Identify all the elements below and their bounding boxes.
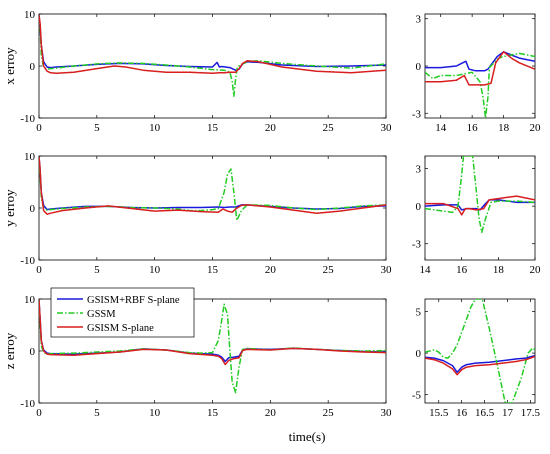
x-tick-label: 25: [323, 264, 335, 276]
x-tick-label: 10: [149, 122, 161, 134]
y-tick-label: -10: [20, 113, 35, 125]
plot-frame: [424, 298, 536, 404]
x-tick-label: 10: [149, 407, 161, 419]
series-group: [39, 14, 386, 97]
y-axis-label: y erroy: [2, 189, 17, 227]
x-tick-label: 20: [530, 122, 542, 134]
x-tick-label: 15.5: [429, 407, 449, 419]
series-line-gsism-s-plane: [39, 14, 386, 75]
series-group: [39, 156, 386, 222]
x-tick-label: 30: [381, 407, 393, 419]
x-tick-label: 20: [530, 264, 542, 276]
y-tick-label: 0: [30, 203, 36, 215]
y-axis-label: x erroy: [2, 47, 17, 85]
series-line-gsism-s-plane: [425, 355, 535, 376]
series-line-gsism-s-plane: [39, 299, 386, 366]
series-group: [425, 51, 535, 118]
x-tick-label: 5: [94, 407, 100, 419]
x-tick-label: 16: [456, 407, 468, 419]
x-tick-label: 20: [265, 264, 277, 276]
y-tick-label: 5: [416, 306, 422, 318]
y-tick-label: 0: [416, 348, 422, 360]
y-tick-label: -5: [412, 390, 422, 402]
series-line-gsism-s-plane: [425, 195, 535, 216]
y-tick-label: -10: [20, 398, 35, 410]
y-tick-label: -3: [412, 239, 422, 251]
y-tick-label: 10: [24, 9, 36, 21]
panel-z_zoom: 15.5 16 16.5 17 17.5 -5 0 5: [412, 298, 541, 419]
y-tick-label: 0: [416, 201, 422, 213]
x-tick-label: 20: [265, 122, 277, 134]
x-tick-label: 16.5: [475, 407, 495, 419]
y-tick-label: -3: [412, 108, 422, 120]
series-line-gsism-s-plane: [425, 51, 535, 86]
plot-frame: [424, 155, 536, 261]
x-tick-label: 10: [149, 264, 161, 276]
x-tick-label: 15: [207, 407, 219, 419]
series-line-gsism-rbf-s-plane: [425, 51, 535, 72]
series-group: [425, 299, 535, 403]
y-tick-label: 3: [416, 164, 422, 176]
x-tick-label: 30: [381, 122, 393, 134]
y-tick-label: -10: [20, 255, 35, 267]
y-tick-label: 0: [30, 61, 36, 73]
x-tick-label: 5: [94, 122, 100, 134]
y-tick-label: 10: [24, 151, 36, 163]
x-tick-label: 0: [36, 407, 42, 419]
x-tick-label: 15: [207, 122, 219, 134]
y-tick-label: 0: [30, 346, 36, 358]
series-line-gsism-s-plane: [39, 156, 386, 215]
x-tick-label: 30: [381, 264, 393, 276]
series-line-gssm: [425, 156, 535, 234]
panel-x_zoom: 14 16 18 20 -3 0 3: [412, 13, 542, 134]
series-group: [425, 156, 535, 234]
x-tick-label: 5: [94, 264, 100, 276]
legend-label-gssm: GSSM: [87, 309, 116, 320]
plot-frame: [424, 13, 536, 119]
series-line-gsism-rbf-s-plane: [425, 354, 535, 373]
x-axis-label: time(s): [289, 429, 326, 444]
legend-label-gsism-s-plane: GSISM S-plane: [87, 323, 154, 334]
series-line-gssm: [425, 52, 535, 118]
legend-label-gsism-rbf-s-plane: GSISM+RBF S-plane: [87, 295, 180, 306]
y-tick-label: 0: [416, 61, 422, 73]
y-axis-label: z erroy: [2, 332, 17, 369]
x-tick-label: 25: [323, 122, 335, 134]
x-tick-label: 25: [323, 407, 335, 419]
x-tick-label: 18: [493, 264, 505, 276]
x-tick-label: 17: [502, 407, 514, 419]
series-line-gssm: [425, 299, 535, 403]
legend: GSISM+RBF S-plane GSSM GSISM S-plane: [50, 287, 195, 338]
panel-y_zoom: 14 16 18 20 -3 0 3: [412, 155, 542, 276]
x-tick-label: 0: [36, 264, 42, 276]
x-tick-label: 18: [498, 122, 510, 134]
legend-box: [50, 287, 195, 338]
series-group: [39, 299, 386, 394]
x-tick-label: 0: [36, 122, 42, 134]
x-tick-label: 16: [467, 122, 479, 134]
y-tick-label: 10: [24, 294, 36, 306]
x-tick-label: 17.5: [521, 407, 541, 419]
x-tick-label: 14: [420, 264, 432, 276]
x-tick-label: 15: [207, 264, 219, 276]
x-tick-label: 14: [435, 122, 447, 134]
x-tick-label: 20: [265, 407, 277, 419]
series-line-gssm: [39, 156, 386, 222]
y-tick-label: 3: [416, 14, 422, 26]
x-tick-label: 16: [456, 264, 468, 276]
